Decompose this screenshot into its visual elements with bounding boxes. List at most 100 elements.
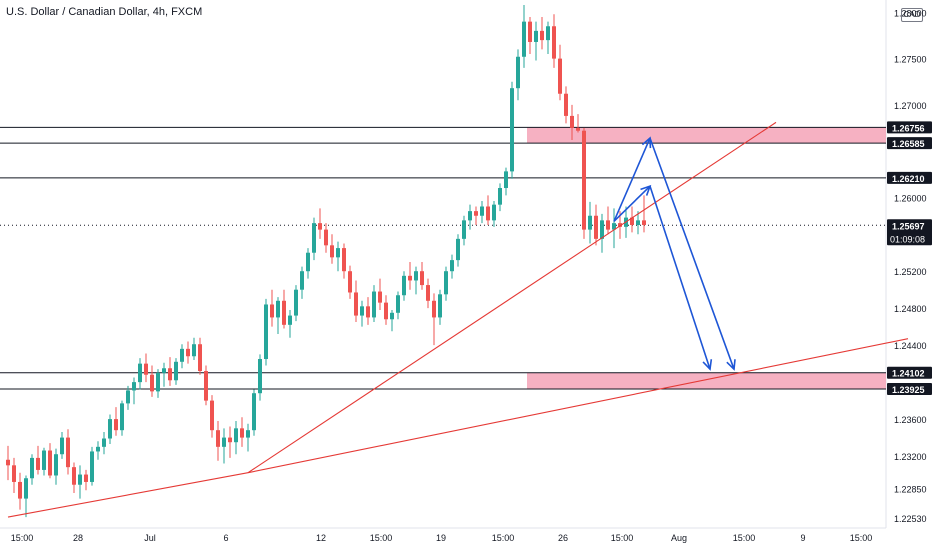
- candle-body: [24, 478, 28, 499]
- time-tick-label: 12: [316, 533, 326, 543]
- price-tick-label: 1.24400: [894, 341, 927, 351]
- time-tick-label: 6: [223, 533, 228, 543]
- price-tick-label: 1.27000: [894, 101, 927, 111]
- price-label-box: [887, 171, 932, 184]
- forecast-arrow-0: [613, 137, 651, 222]
- candle-body: [78, 474, 82, 485]
- price-label-box: [887, 366, 932, 379]
- candle-body: [504, 171, 508, 189]
- candle-body: [90, 451, 94, 482]
- candle-body: [396, 295, 400, 313]
- price-tick-label: 1.27500: [894, 55, 927, 65]
- time-tick-label: 15:00: [611, 533, 634, 543]
- candle-body: [234, 428, 238, 443]
- price-label-box: [887, 121, 932, 134]
- candle-body: [138, 363, 142, 383]
- candle-body: [618, 223, 622, 227]
- arrowhead-3: [702, 359, 713, 371]
- price-tick-label: 1.22850: [894, 484, 927, 494]
- candle-body: [534, 30, 538, 42]
- price-label-value: 1.26210: [892, 174, 925, 184]
- price-tick-label: 1.23200: [894, 452, 927, 462]
- candle-body: [462, 220, 466, 239]
- price-label-value: 1.23925: [892, 385, 925, 395]
- candle-body: [414, 271, 418, 281]
- horizontal-levels: [0, 126, 886, 390]
- candle-body: [306, 252, 310, 272]
- candle-body: [120, 403, 124, 431]
- candle-body: [450, 260, 454, 272]
- candle-body: [270, 304, 274, 318]
- candle-body: [528, 21, 532, 42]
- candle-body: [342, 248, 346, 272]
- candle-body: [300, 271, 304, 290]
- chart-title: U.S. Dollar / Canadian Dollar, 4h, FXCM: [6, 6, 203, 18]
- candle-body: [522, 21, 526, 57]
- candle-body: [606, 220, 610, 230]
- candle-body: [432, 300, 436, 318]
- time-axis[interactable]: 15:00 28 Jul 6 12 15:00 19 15:00 26 15:00 Aug 15:00…: [11, 533, 873, 543]
- price-label-value: 1.26756: [892, 123, 925, 133]
- candle-body: [402, 275, 406, 296]
- candle-body: [144, 363, 148, 375]
- candle-body: [6, 459, 10, 466]
- price-axis[interactable]: 1.27500 1.27000 1.26000 1.25200 1.24800 1.244…: [887, 8, 932, 524]
- candle-body: [240, 428, 244, 438]
- candle-body: [276, 300, 280, 318]
- candle-body: [30, 457, 34, 479]
- time-tick-label: 15:00: [733, 533, 756, 543]
- candle-body: [510, 88, 514, 172]
- trendlines: [7, 121, 909, 518]
- candle-body: [456, 238, 460, 261]
- time-tick-label: 15:00: [11, 533, 34, 543]
- trendline-0: [7, 472, 249, 518]
- candle-body: [486, 206, 490, 221]
- target-zone-1: [527, 372, 886, 390]
- candle-body: [570, 115, 574, 128]
- candle-body: [540, 30, 544, 41]
- candle-body: [330, 245, 334, 258]
- candle-body: [408, 275, 412, 281]
- candle-body: [372, 291, 376, 318]
- candle-body: [180, 348, 184, 362]
- candle-body: [216, 430, 220, 447]
- target-zones: [527, 127, 886, 390]
- candle-body: [228, 437, 232, 443]
- candle-body: [168, 368, 172, 381]
- price-tick-label: 1.22530: [894, 514, 927, 524]
- candle-body: [222, 437, 226, 447]
- candle-body: [480, 206, 484, 216]
- chart-grid: [0, 0, 887, 529]
- candle-body: [36, 457, 40, 470]
- candle-body: [174, 361, 178, 381]
- candle-body: [636, 220, 640, 225]
- price-tick-label-top: 1.28000: [894, 8, 927, 18]
- time-tick-label: 19: [436, 533, 446, 543]
- candle-body: [132, 382, 136, 391]
- candle-body: [492, 204, 496, 221]
- price-label-box: [887, 137, 932, 150]
- forecast-arrow-1: [613, 185, 651, 222]
- candle-body: [114, 419, 118, 431]
- candle-body: [108, 419, 112, 439]
- candle-body: [420, 271, 424, 286]
- price-label-value: 1.24102: [892, 369, 925, 379]
- candle-body: [96, 446, 100, 452]
- candle-body: [42, 450, 46, 470]
- currency-badge[interactable]: CAD: [901, 8, 923, 22]
- candle-body: [546, 26, 550, 41]
- candle-body: [354, 292, 358, 316]
- trendline-2: [247, 338, 909, 474]
- arrowhead-2: [726, 359, 736, 371]
- candle-body: [246, 430, 250, 438]
- candle-body: [258, 359, 262, 394]
- candle-body: [438, 294, 442, 318]
- candle-body: [288, 315, 292, 325]
- candle-body: [12, 465, 16, 482]
- candle-body: [60, 437, 64, 455]
- candle-body: [126, 390, 130, 404]
- candle-body: [252, 393, 256, 431]
- candle-body: [612, 223, 616, 230]
- candle-body: [378, 291, 382, 303]
